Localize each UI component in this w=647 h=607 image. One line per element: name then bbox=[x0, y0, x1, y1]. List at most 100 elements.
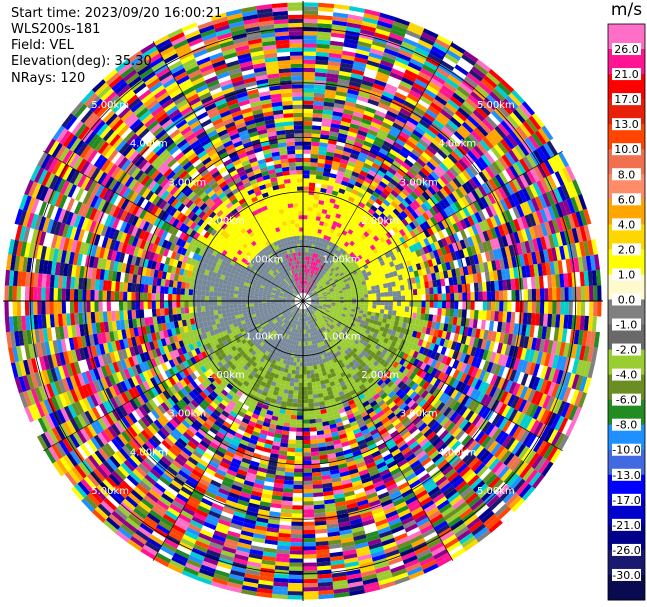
velocity-gate bbox=[486, 281, 491, 292]
velocity-gate bbox=[314, 286, 319, 291]
velocity-gate bbox=[478, 103, 491, 116]
velocity-gate bbox=[357, 95, 369, 103]
velocity-gate bbox=[409, 301, 414, 307]
velocity-gate bbox=[421, 301, 426, 308]
velocity-gate bbox=[303, 419, 310, 424]
velocity-gate bbox=[303, 194, 309, 199]
velocity-gate bbox=[404, 289, 410, 296]
velocity-gate bbox=[368, 293, 373, 298]
velocity-gate bbox=[307, 394, 314, 399]
velocity-gate bbox=[499, 101, 513, 115]
velocity-gate bbox=[375, 308, 381, 314]
velocity-gate bbox=[396, 305, 401, 312]
velocity-gate bbox=[354, 208, 361, 216]
velocity-gate bbox=[354, 251, 361, 258]
velocity-gate bbox=[288, 582, 303, 588]
velocity-gate bbox=[391, 286, 397, 292]
velocity-gate bbox=[371, 289, 377, 294]
velocity-gate bbox=[409, 113, 422, 123]
velocity-gate bbox=[332, 20, 348, 27]
velocity-gate bbox=[345, 232, 352, 239]
velocity-gate bbox=[303, 533, 316, 539]
velocity-gate bbox=[360, 246, 367, 253]
velocity-gate bbox=[323, 277, 328, 282]
velocity-gate bbox=[390, 200, 399, 209]
velocity-gate bbox=[471, 66, 486, 79]
velocity-gate bbox=[360, 83, 373, 91]
velocity-gate bbox=[389, 211, 398, 219]
velocity-gate bbox=[429, 49, 445, 61]
velocity-gate bbox=[311, 137, 321, 143]
velocity-gate bbox=[398, 150, 409, 159]
velocity-gate bbox=[316, 166, 325, 172]
velocity-gate bbox=[397, 84, 411, 94]
velocity-gate bbox=[330, 169, 338, 175]
velocity-gate bbox=[410, 85, 424, 96]
velocity-gate bbox=[303, 39, 317, 44]
velocity-gate bbox=[355, 99, 368, 107]
velocity-gate bbox=[313, 228, 319, 233]
velocity-gate bbox=[294, 374, 300, 379]
velocity-gate bbox=[462, 301, 467, 310]
velocity-gate bbox=[317, 23, 333, 29]
velocity-gate bbox=[303, 431, 311, 436]
velocity-gate bbox=[350, 216, 357, 223]
velocity-gate bbox=[367, 208, 376, 216]
velocity-gate bbox=[311, 278, 315, 283]
velocity-gate bbox=[502, 98, 516, 113]
velocity-gate bbox=[371, 311, 376, 317]
velocity-gate bbox=[408, 283, 413, 290]
velocity-gate bbox=[425, 108, 438, 119]
velocity-gate bbox=[489, 91, 503, 105]
velocity-gate bbox=[303, 427, 310, 432]
velocity-gate bbox=[420, 135, 432, 146]
velocity-gate bbox=[320, 213, 327, 218]
velocity-gate bbox=[380, 162, 390, 171]
velocity-gate bbox=[465, 97, 479, 110]
velocity-gate bbox=[379, 125, 391, 134]
velocity-gate bbox=[372, 304, 377, 309]
velocity-gate bbox=[415, 185, 425, 195]
velocity-gate bbox=[318, 225, 324, 230]
velocity-gate bbox=[507, 290, 512, 301]
velocity-gate bbox=[311, 283, 315, 288]
velocity-gate bbox=[370, 121, 382, 130]
velocity-gate bbox=[303, 484, 313, 490]
velocity-gate bbox=[326, 151, 335, 157]
velocity-gate bbox=[343, 296, 348, 299]
velocity-gate bbox=[364, 136, 375, 144]
velocity-gate bbox=[417, 99, 430, 109]
velocity-gate bbox=[380, 292, 385, 297]
velocity-gate bbox=[332, 239, 338, 245]
velocity-gate bbox=[303, 521, 315, 526]
velocity-gate bbox=[303, 256, 306, 261]
velocity-gate bbox=[294, 468, 303, 473]
velocity-gate bbox=[313, 96, 325, 102]
velocity-gate bbox=[503, 290, 508, 301]
velocity-gate bbox=[287, 443, 296, 449]
velocity-gate bbox=[424, 148, 435, 159]
velocity-gate bbox=[396, 194, 405, 203]
velocity-gate bbox=[284, 471, 294, 477]
velocity-gate bbox=[347, 303, 352, 307]
velocity-gate bbox=[308, 286, 311, 291]
velocity-gate bbox=[433, 167, 443, 178]
velocity-gate bbox=[296, 415, 303, 420]
velocity-gate bbox=[312, 125, 322, 131]
velocity-gate bbox=[348, 219, 355, 226]
velocity-gate bbox=[316, 254, 321, 259]
velocity-gate bbox=[421, 179, 431, 189]
velocity-gate bbox=[421, 92, 435, 102]
velocity-gate bbox=[450, 42, 466, 54]
velocity-gate bbox=[441, 308, 446, 316]
velocity-gate bbox=[293, 386, 299, 391]
velocity-gate bbox=[418, 170, 428, 180]
velocity-gate bbox=[466, 301, 471, 310]
velocity-gate bbox=[309, 240, 313, 245]
velocity-gate bbox=[323, 105, 334, 112]
velocity-gate bbox=[351, 295, 357, 299]
velocity-gate bbox=[430, 122, 442, 133]
velocity-gate bbox=[309, 166, 318, 171]
velocity-gate bbox=[387, 310, 393, 316]
velocity-gate bbox=[339, 265, 345, 271]
